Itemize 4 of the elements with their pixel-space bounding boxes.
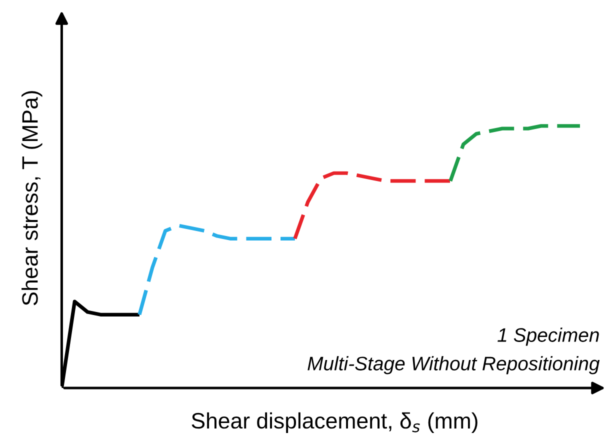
y-axis-title: Shear stress, T (MPa) (22, 91, 42, 306)
x-axis-title: Shear displacement, δ$_{s}$ (mm) (192, 412, 478, 434)
annotation: 1 Specimen (498, 328, 599, 346)
annotation: Multi-Stage Without Repositioning (308, 356, 600, 374)
